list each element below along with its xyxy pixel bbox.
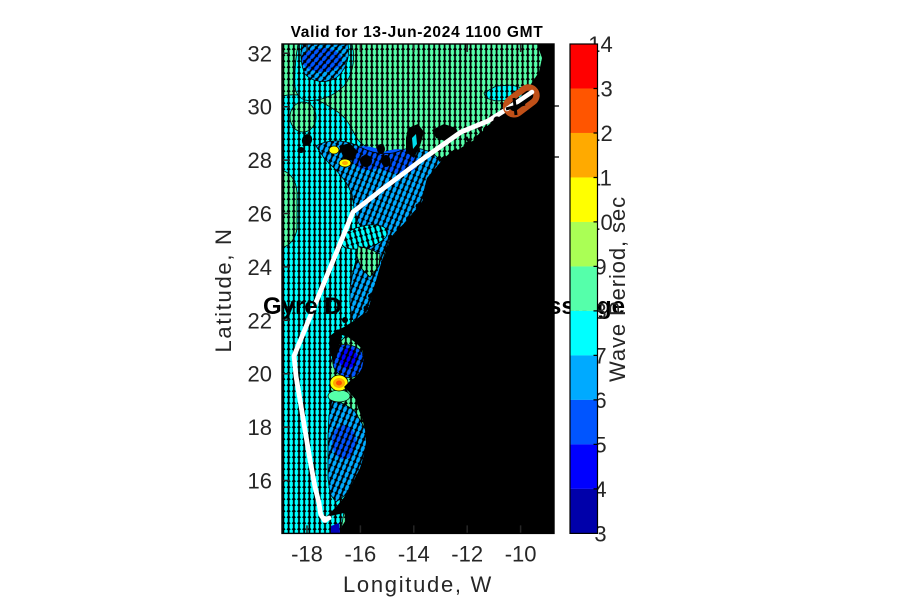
svg-text:ge: ge [597, 293, 625, 320]
svg-text:-18: -18 [291, 542, 323, 567]
svg-text:Gyre D: Gyre D [263, 293, 342, 320]
svg-text:Wave Period, sec: Wave Period, sec [605, 196, 630, 382]
svg-text:-14: -14 [398, 542, 430, 567]
svg-text:-10: -10 [505, 542, 537, 567]
svg-text:20: 20 [248, 362, 272, 387]
svg-text:16: 16 [248, 469, 272, 494]
svg-text:Latitude, N: Latitude, N [211, 227, 236, 352]
svg-text:28: 28 [248, 148, 272, 173]
svg-text:Valid for 13-Jun-2024 1100 GMT: Valid for 13-Jun-2024 1100 GMT [291, 24, 544, 41]
svg-text:24: 24 [248, 255, 272, 280]
svg-text:-12: -12 [451, 542, 483, 567]
svg-text:-16: -16 [345, 542, 377, 567]
svg-text:22: 22 [248, 308, 272, 333]
svg-text:Longitude, W: Longitude, W [343, 572, 493, 597]
svg-text:32: 32 [248, 41, 272, 66]
svg-text:18: 18 [248, 415, 272, 440]
svg-text:30: 30 [248, 95, 272, 120]
svg-text:26: 26 [248, 202, 272, 227]
